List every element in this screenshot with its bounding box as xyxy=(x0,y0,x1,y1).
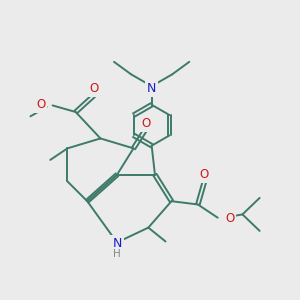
Text: N: N xyxy=(147,82,156,95)
Text: O: O xyxy=(200,168,209,181)
Text: O: O xyxy=(36,98,45,111)
Text: O: O xyxy=(141,117,150,130)
Text: O: O xyxy=(89,82,98,95)
Text: H: H xyxy=(113,249,121,259)
Text: N: N xyxy=(112,237,122,250)
Text: O: O xyxy=(225,212,234,225)
